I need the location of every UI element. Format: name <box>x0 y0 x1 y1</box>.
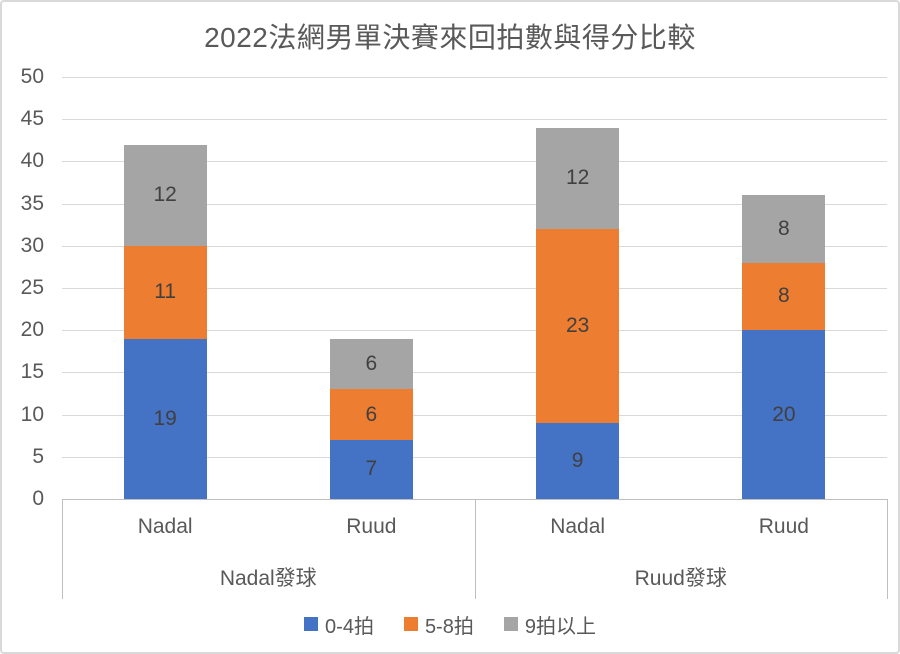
category-divider-line <box>887 499 888 599</box>
bar-segment: 12 <box>536 127 620 229</box>
gridline <box>62 203 887 205</box>
y-tick-label: 35 <box>20 191 44 215</box>
bar-segment: 8 <box>742 195 826 263</box>
legend-label: 5-8拍 <box>424 615 474 638</box>
group-label: Nadal發球 <box>219 566 317 590</box>
bar-value-label: 7 <box>365 457 378 481</box>
gridline <box>62 330 887 332</box>
gridline <box>62 414 887 416</box>
category-label: Nadal <box>137 514 193 538</box>
y-tick-label: 5 <box>32 444 44 468</box>
bar-value-label: 11 <box>154 280 177 304</box>
bar-segment: 20 <box>742 330 826 499</box>
bar-segment: 12 <box>123 144 207 246</box>
category-divider-line <box>474 499 476 599</box>
group-label: Ruud發球 <box>634 566 727 590</box>
legend: 0-4拍 5-8拍 9拍以上 <box>2 606 898 642</box>
bar-value-label: 9 <box>571 449 584 472</box>
legend-item: 0-4拍 <box>304 610 374 639</box>
bar-value-label: 6 <box>365 402 378 426</box>
y-tick-label: 20 <box>20 318 44 342</box>
bar-value-label: 19 <box>153 406 177 430</box>
gridline <box>62 372 887 374</box>
bar-segment: 6 <box>329 389 413 440</box>
legend-swatch-icon <box>403 617 418 631</box>
gridline <box>62 456 887 458</box>
category-label: Nadal <box>550 514 606 538</box>
category-divider-line <box>62 499 63 599</box>
bar-segment: 9 <box>536 423 620 499</box>
legend-label: 9拍以上 <box>524 615 596 638</box>
y-tick-label: 0 <box>32 487 44 510</box>
y-tick-label: 25 <box>20 276 44 299</box>
category-label: Ruud <box>346 514 397 538</box>
gridline <box>62 161 887 163</box>
category-label: Ruud <box>758 514 809 538</box>
bar-value-label: 12 <box>565 166 590 190</box>
y-tick-label: 30 <box>20 233 44 257</box>
gridline <box>62 119 887 121</box>
bar-segment: 19 <box>123 338 207 499</box>
legend-swatch-icon <box>304 617 319 631</box>
legend-label: 0-4拍 <box>325 615 374 638</box>
gridline <box>62 245 887 247</box>
bar-segment: 23 <box>536 228 620 424</box>
bar-value-label: 20 <box>772 402 796 426</box>
bar-segment: 8 <box>742 262 826 331</box>
bar-value-label: 8 <box>778 284 790 308</box>
bar-segment: 7 <box>329 439 413 499</box>
bar-segment: 6 <box>329 338 413 390</box>
gridline <box>62 77 887 78</box>
bar-value-label: 6 <box>365 351 378 375</box>
legend-swatch-icon <box>503 617 518 631</box>
legend-item: 5-8拍 <box>403 610 474 639</box>
y-tick-label: 15 <box>20 360 44 384</box>
bar-value-label: 8 <box>778 216 790 240</box>
y-tick-label: 50 <box>20 65 44 88</box>
gridline <box>62 288 887 289</box>
y-tick-label: 10 <box>20 402 44 426</box>
bar-segment: 11 <box>123 245 207 339</box>
bar-value-label: 23 <box>565 313 590 337</box>
bar-value-label: 12 <box>153 183 177 207</box>
y-tick-label: 40 <box>20 149 44 173</box>
legend-item: 9拍以上 <box>503 610 596 639</box>
chart-title: 2022法網男單決賽來回拍數與得分比較 <box>204 22 696 53</box>
y-tick-label: 45 <box>20 107 44 131</box>
